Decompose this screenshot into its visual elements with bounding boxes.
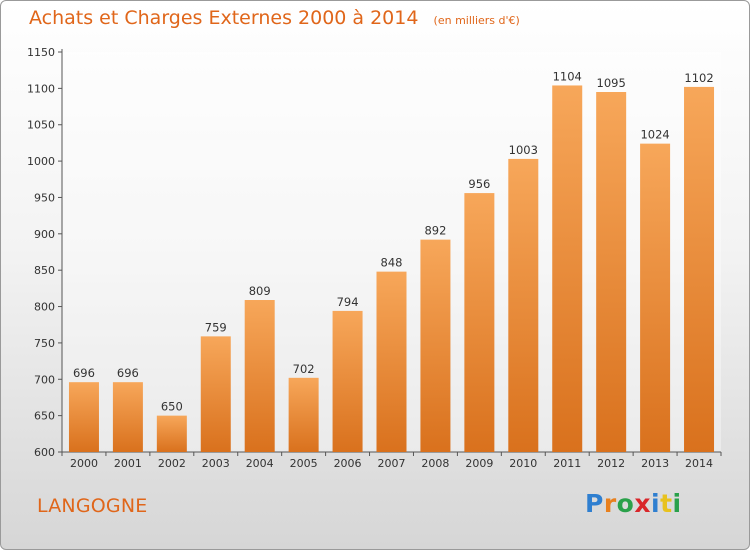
data-label: 1095 bbox=[597, 76, 626, 90]
x-tick-label: 2013 bbox=[641, 457, 669, 470]
bar bbox=[244, 300, 275, 452]
data-label: 1102 bbox=[684, 71, 713, 85]
bar bbox=[420, 239, 451, 452]
commune-name: LANGOGNE bbox=[37, 495, 148, 517]
bar bbox=[684, 86, 715, 452]
data-label: 809 bbox=[249, 284, 271, 298]
proxiti-logo: Proxiti bbox=[585, 489, 682, 518]
bar bbox=[332, 310, 363, 452]
logo-letter: P bbox=[585, 489, 604, 518]
x-tick-label: 2010 bbox=[509, 457, 537, 470]
x-tick-label: 2011 bbox=[553, 457, 581, 470]
data-label: 1024 bbox=[640, 128, 669, 142]
x-tick-label: 2007 bbox=[378, 457, 406, 470]
x-tick-label: 2001 bbox=[114, 457, 142, 470]
x-tick-label: 2000 bbox=[70, 457, 98, 470]
x-tick-label: 2005 bbox=[290, 457, 318, 470]
bar bbox=[552, 85, 583, 453]
y-tick-label: 950 bbox=[34, 191, 55, 204]
data-label: 892 bbox=[424, 224, 446, 238]
data-label: 794 bbox=[337, 295, 359, 309]
bar bbox=[68, 382, 99, 452]
chart-title-block: Achats et Charges Externes 2000 à 2014 (… bbox=[29, 7, 520, 29]
x-tick-label: 2008 bbox=[421, 457, 449, 470]
y-tick-label: 1100 bbox=[27, 82, 55, 95]
data-label: 848 bbox=[381, 256, 403, 270]
data-label: 956 bbox=[468, 177, 490, 191]
y-tick-label: 750 bbox=[34, 337, 55, 350]
y-tick-label: 1150 bbox=[27, 46, 55, 59]
x-tick-label: 2009 bbox=[465, 457, 493, 470]
data-label: 759 bbox=[205, 320, 227, 334]
x-tick-label: 2014 bbox=[685, 457, 713, 470]
x-tick-label: 2012 bbox=[597, 457, 625, 470]
x-tick-label: 2002 bbox=[158, 457, 186, 470]
logo-letter: t bbox=[660, 489, 673, 518]
x-tick-label: 2006 bbox=[334, 457, 362, 470]
bar bbox=[640, 143, 671, 453]
x-tick-label: 2004 bbox=[246, 457, 274, 470]
logo-letter: i bbox=[672, 489, 682, 518]
logo-letter: o bbox=[616, 489, 635, 518]
data-label: 1104 bbox=[553, 69, 582, 83]
logo-letter: x bbox=[634, 489, 651, 518]
bar bbox=[112, 382, 143, 452]
data-label: 696 bbox=[117, 366, 139, 380]
y-tick-label: 700 bbox=[34, 373, 55, 386]
bar bbox=[200, 336, 231, 452]
bar bbox=[288, 377, 319, 452]
bar bbox=[508, 158, 539, 452]
y-tick-label: 850 bbox=[34, 264, 55, 277]
bar bbox=[156, 415, 187, 452]
y-tick-label: 1000 bbox=[27, 155, 55, 168]
y-tick-label: 900 bbox=[34, 228, 55, 241]
chart-unit-note: (en milliers d'€) bbox=[433, 14, 520, 27]
data-label: 1003 bbox=[509, 143, 538, 157]
data-label: 702 bbox=[293, 362, 315, 376]
y-tick-label: 1050 bbox=[27, 119, 55, 132]
y-tick-label: 600 bbox=[34, 446, 55, 459]
x-tick-label: 2003 bbox=[202, 457, 230, 470]
y-tick-label: 650 bbox=[34, 410, 55, 423]
y-tick-label: 800 bbox=[34, 301, 55, 314]
bar bbox=[376, 271, 407, 452]
data-label: 696 bbox=[73, 366, 95, 380]
bar bbox=[596, 92, 627, 452]
chart-title: Achats et Charges Externes 2000 à 2014 bbox=[29, 7, 419, 29]
logo-letter: r bbox=[603, 489, 617, 518]
bar bbox=[464, 193, 495, 452]
logo-letter: i bbox=[651, 489, 661, 518]
data-label: 650 bbox=[161, 400, 183, 414]
